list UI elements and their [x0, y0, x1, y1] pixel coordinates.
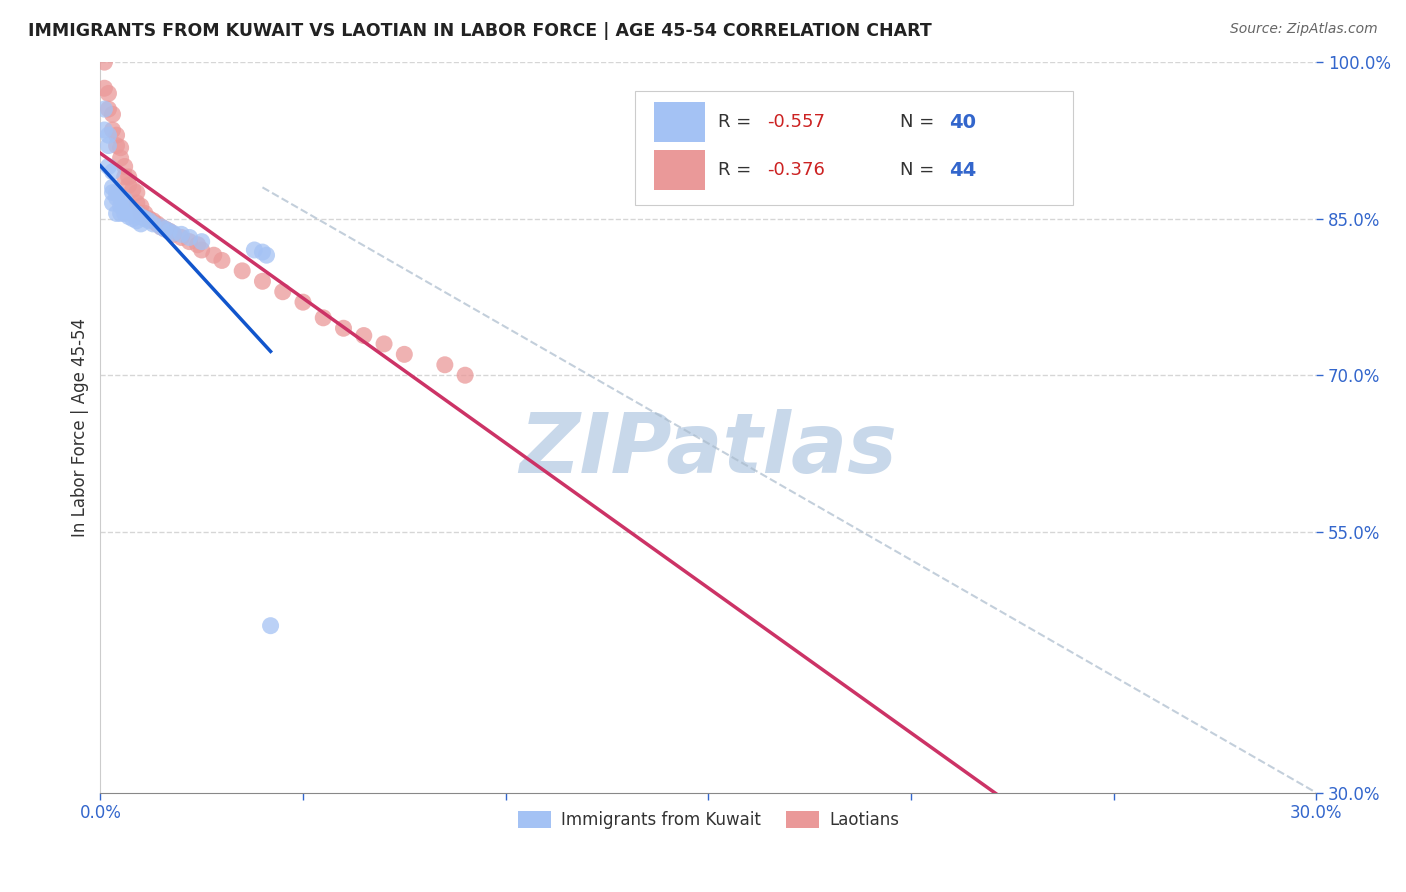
- Point: [118, 210, 141, 224]
- Point: [187, 237, 209, 252]
- Point: [110, 206, 132, 220]
- Point: [125, 213, 148, 227]
- Point: [153, 222, 176, 236]
- Point: [150, 220, 173, 235]
- Point: [291, 295, 314, 310]
- Text: -0.376: -0.376: [766, 161, 824, 179]
- Point: [332, 321, 354, 335]
- Point: [153, 222, 176, 236]
- Point: [118, 169, 141, 184]
- Point: [190, 235, 212, 249]
- Text: N =: N =: [900, 161, 941, 179]
- Point: [97, 102, 120, 116]
- Point: [129, 217, 152, 231]
- Y-axis label: In Labor Force | Age 45-54: In Labor Force | Age 45-54: [72, 318, 89, 537]
- Point: [146, 217, 169, 231]
- Point: [170, 227, 193, 242]
- FancyBboxPatch shape: [636, 91, 1073, 204]
- Point: [142, 213, 165, 227]
- Point: [93, 123, 115, 137]
- Point: [271, 285, 294, 299]
- Bar: [654, 102, 704, 142]
- Point: [157, 224, 180, 238]
- Point: [394, 347, 416, 361]
- Point: [134, 211, 156, 226]
- Point: [125, 196, 148, 211]
- Point: [105, 186, 128, 200]
- Point: [114, 169, 136, 184]
- Point: [105, 206, 128, 220]
- Point: [114, 160, 136, 174]
- Point: [105, 138, 128, 153]
- Point: [138, 211, 160, 226]
- Point: [105, 191, 128, 205]
- Point: [157, 224, 180, 238]
- Text: R =: R =: [718, 161, 756, 179]
- Point: [97, 87, 120, 101]
- Point: [353, 328, 375, 343]
- Text: 44: 44: [949, 161, 976, 180]
- Point: [162, 227, 184, 242]
- Point: [110, 151, 132, 165]
- Point: [101, 123, 124, 137]
- Point: [259, 618, 281, 632]
- Text: N =: N =: [900, 113, 941, 131]
- Point: [105, 128, 128, 143]
- Point: [114, 193, 136, 207]
- Point: [101, 165, 124, 179]
- Point: [101, 196, 124, 211]
- Legend: Immigrants from Kuwait, Laotians: Immigrants from Kuwait, Laotians: [510, 804, 905, 836]
- Point: [190, 243, 212, 257]
- Point: [121, 203, 143, 218]
- Point: [231, 264, 253, 278]
- Point: [101, 180, 124, 194]
- Point: [243, 243, 266, 257]
- Point: [142, 217, 165, 231]
- Point: [93, 55, 115, 70]
- Point: [129, 210, 152, 224]
- Point: [121, 182, 143, 196]
- Text: -0.557: -0.557: [766, 113, 825, 131]
- Point: [93, 102, 115, 116]
- Point: [252, 274, 274, 288]
- Point: [150, 220, 173, 235]
- Point: [121, 211, 143, 226]
- Point: [170, 230, 193, 244]
- Point: [433, 358, 456, 372]
- Text: R =: R =: [718, 113, 756, 131]
- Point: [162, 227, 184, 241]
- Point: [252, 245, 274, 260]
- Point: [101, 107, 124, 121]
- Point: [110, 141, 132, 155]
- Point: [129, 206, 152, 220]
- Bar: [654, 150, 704, 190]
- Point: [373, 337, 395, 351]
- Point: [114, 206, 136, 220]
- Text: Source: ZipAtlas.com: Source: ZipAtlas.com: [1230, 22, 1378, 37]
- Point: [118, 178, 141, 193]
- Point: [138, 213, 160, 227]
- Point: [125, 206, 148, 220]
- Text: 40: 40: [949, 112, 976, 131]
- Text: IMMIGRANTS FROM KUWAIT VS LAOTIAN IN LABOR FORCE | AGE 45-54 CORRELATION CHART: IMMIGRANTS FROM KUWAIT VS LAOTIAN IN LAB…: [28, 22, 932, 40]
- Point: [256, 248, 278, 262]
- Point: [129, 199, 152, 213]
- Point: [101, 186, 124, 200]
- Point: [202, 248, 225, 262]
- Point: [97, 138, 120, 153]
- Point: [93, 81, 115, 95]
- Point: [134, 206, 156, 220]
- Point: [179, 230, 201, 244]
- Point: [125, 186, 148, 200]
- Point: [454, 368, 477, 383]
- Point: [179, 235, 201, 249]
- Point: [312, 310, 335, 325]
- Text: ZIPatlas: ZIPatlas: [519, 409, 897, 490]
- Point: [97, 160, 120, 174]
- Point: [97, 128, 120, 143]
- Point: [211, 253, 233, 268]
- Point: [110, 199, 132, 213]
- Point: [110, 191, 132, 205]
- Point: [118, 201, 141, 215]
